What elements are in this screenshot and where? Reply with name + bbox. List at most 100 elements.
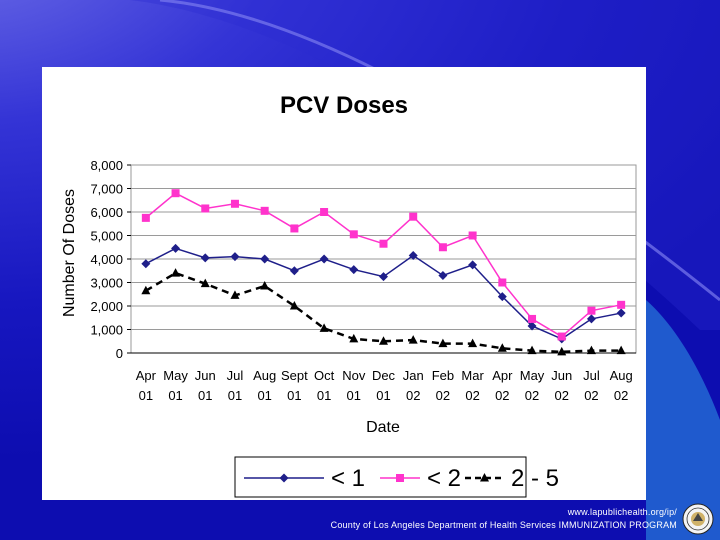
x-tick-label-month: Apr [492, 368, 513, 383]
data-point [141, 285, 151, 295]
pcv-doses-chart: PCV Doses Number Of Doses Date 0 1,000 2,0… [61, 92, 637, 498]
legend-label: < 1 [331, 465, 365, 492]
x-tick-label-year: 01 [376, 388, 390, 403]
data-point [379, 336, 388, 345]
data-point [320, 208, 329, 216]
data-point [527, 345, 537, 355]
data-point [616, 308, 626, 318]
y-tick-label: 6,000 [90, 205, 123, 220]
x-axis-label: Date [366, 419, 400, 436]
data-point [527, 321, 537, 331]
data-point [409, 212, 418, 221]
x-tick-label-month: Nov [342, 368, 366, 383]
legend-marker [396, 474, 404, 482]
data-point [171, 189, 180, 198]
x-tick-label-year: 02 [465, 388, 479, 403]
data-point [230, 290, 240, 299]
series-line [145, 271, 622, 354]
data-point [319, 254, 329, 264]
y-tick-label: 0 [116, 346, 123, 361]
county-seal-icon [682, 503, 714, 535]
data-point [497, 292, 507, 302]
x-tick-label-year: 02 [406, 388, 420, 403]
x-tick-label-month: Aug [610, 368, 633, 383]
x-tick-label-year: 02 [614, 388, 628, 403]
x-tick-label-year: 01 [347, 388, 361, 403]
data-point [141, 213, 150, 222]
data-point [498, 278, 507, 287]
data-point [617, 300, 626, 309]
x-tick-label-month: Aug [253, 368, 276, 383]
series-1 [141, 243, 626, 344]
x-tick-label-year: 02 [495, 388, 509, 403]
x-tick-label-month: Jun [195, 368, 216, 383]
data-point [171, 243, 181, 253]
x-tick-label-month: Sept [281, 368, 308, 383]
legend-item: < 2 [380, 465, 461, 492]
legend-marker [279, 473, 289, 483]
data-point [408, 250, 418, 260]
data-point [379, 272, 388, 282]
chart-panel: PCV Doses Number Of Doses Date 0 1,000 2,0… [42, 67, 646, 500]
data-point [587, 306, 596, 315]
data-point [349, 333, 359, 343]
data-point [349, 230, 358, 239]
x-tick-label-month: Jan [403, 368, 424, 383]
y-tick-label: 3,000 [90, 276, 123, 291]
y-tick-label: 8,000 [90, 158, 123, 173]
x-tick-label-year: 01 [287, 388, 301, 403]
legend-item: < 1 [244, 465, 365, 492]
data-point [438, 338, 448, 348]
series-2 [141, 189, 626, 341]
x-tick-label-month: Jul [583, 368, 600, 383]
series-layer [141, 189, 626, 356]
legend-marker [480, 473, 489, 482]
data-point [438, 243, 447, 252]
legend-item: 2 - 5 [465, 465, 559, 492]
x-tick-label-year: 01 [168, 388, 182, 403]
data-point [379, 239, 388, 248]
data-point [468, 231, 477, 240]
x-tick-label-year: 02 [584, 388, 598, 403]
x-tick-label-month: Apr [136, 368, 157, 383]
footer-organization: County of Los Angeles Department of Heal… [330, 520, 677, 530]
data-point [557, 332, 566, 341]
data-point [616, 345, 626, 355]
grid-layer [127, 164, 637, 354]
y-tick-label: 1,000 [90, 323, 123, 338]
x-tick-label-month: Feb [432, 368, 454, 383]
data-point [260, 206, 269, 215]
data-point [349, 265, 359, 275]
data-point [586, 314, 596, 324]
data-point [201, 204, 210, 213]
x-tick-label-month: Dec [372, 368, 396, 383]
data-point [171, 268, 181, 277]
x-tick-label-year: 02 [555, 388, 569, 403]
x-tick-label-month: Oct [314, 368, 335, 383]
data-point [289, 266, 299, 276]
x-tick-label-month: Jun [551, 368, 572, 383]
y-tick-label: 4,000 [90, 252, 123, 267]
data-point [468, 260, 478, 270]
x-tick-label-month: May [520, 368, 545, 383]
y-tick-label: 2,000 [90, 299, 123, 314]
x-tick-label-year: 01 [198, 388, 212, 403]
data-point [260, 254, 270, 264]
data-point [289, 301, 299, 310]
y-tick-label: 5,000 [90, 229, 123, 244]
data-point [141, 259, 151, 269]
x-tick-label-year: 02 [436, 388, 450, 403]
x-tick-label-year: 01 [317, 388, 331, 403]
series-3 [141, 268, 626, 356]
data-point [468, 338, 478, 348]
data-point [438, 270, 448, 280]
data-point [200, 253, 210, 263]
y-tick-label: 7,000 [90, 182, 123, 197]
data-point [528, 314, 537, 323]
legend-box [234, 456, 527, 498]
footer-url[interactable]: www.lapublichealth.org/ip/ [567, 507, 677, 517]
legend-label: 2 - 5 [511, 465, 559, 492]
y-axis-label: Number Of Doses [61, 189, 78, 317]
tick-label-layer: 0 1,000 2,000 3,000 4,000 5,000 6,000 7,000 8,00… [90, 158, 632, 403]
x-tick-label-month: Jul [227, 368, 244, 383]
